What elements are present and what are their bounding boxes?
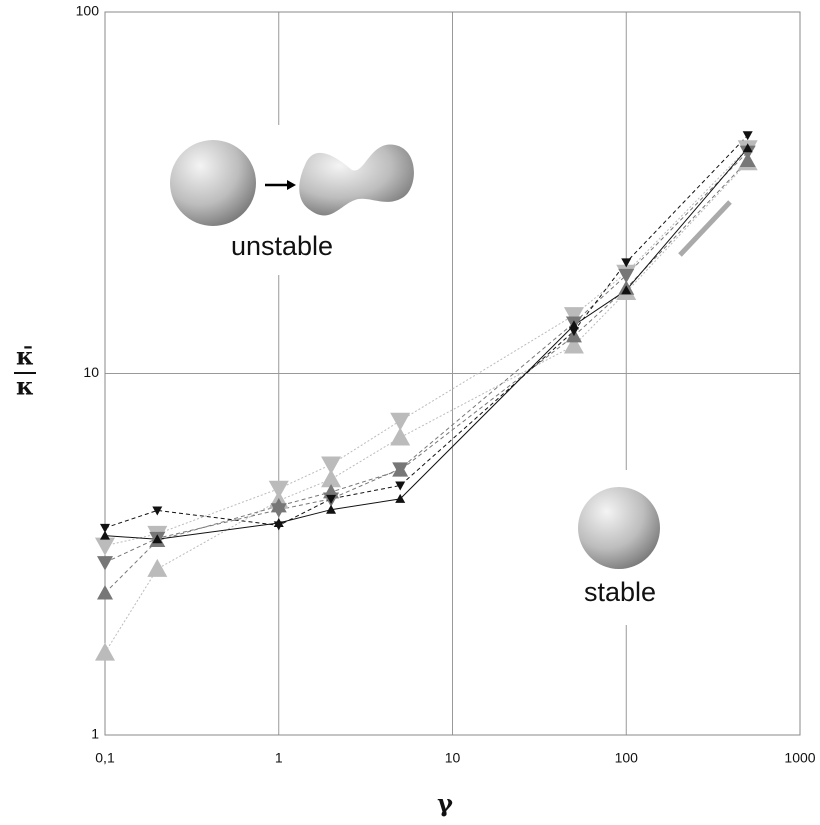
marker	[395, 493, 406, 503]
marker	[273, 517, 284, 527]
annotation: stable	[584, 577, 656, 607]
marker	[392, 462, 409, 477]
marker	[147, 558, 168, 577]
series-line	[104, 134, 749, 529]
y-tick-label: 10	[83, 364, 99, 380]
series-line	[104, 147, 749, 547]
x-axis-label: γ	[437, 789, 453, 818]
y-tick-label: 1	[91, 726, 99, 742]
y-axis-label-denominator: κ	[16, 372, 34, 401]
slope-indicator	[678, 200, 732, 257]
marker	[618, 268, 635, 284]
y-axis-label-numerator: κ̄	[16, 342, 34, 371]
marker	[739, 145, 756, 160]
marker	[152, 534, 163, 544]
plot-frame	[104, 11, 801, 736]
annotation: unstable	[231, 231, 333, 261]
marker	[268, 480, 289, 499]
marker	[621, 258, 632, 268]
marker	[326, 504, 337, 514]
marker	[100, 523, 110, 533]
marker	[395, 481, 406, 491]
dumbbell-icon	[299, 144, 414, 216]
sphere-icon	[170, 140, 256, 226]
grid	[104, 11, 801, 736]
marker	[100, 530, 110, 540]
marker	[270, 503, 287, 518]
marker	[321, 456, 342, 475]
marker	[563, 335, 584, 354]
x-tick-label: 1000	[784, 750, 815, 766]
marker	[95, 642, 115, 661]
marker	[321, 469, 342, 488]
y-tick-label: 100	[76, 3, 100, 19]
marker	[621, 285, 632, 295]
marker	[95, 537, 115, 556]
series-line	[104, 151, 749, 563]
marker	[568, 327, 579, 337]
marker	[390, 412, 411, 431]
marker	[152, 506, 163, 516]
marker	[742, 131, 753, 141]
series-line	[104, 161, 749, 653]
marker	[568, 320, 579, 330]
sphere-icon	[578, 487, 660, 569]
marker	[97, 585, 113, 600]
marker	[563, 307, 584, 326]
x-tick-label: 0,1	[95, 750, 115, 766]
marker	[97, 556, 113, 571]
x-tick-label: 1	[275, 750, 283, 766]
marker	[390, 427, 411, 446]
marker	[742, 143, 753, 153]
arrow-head	[287, 180, 296, 190]
series-line	[104, 147, 749, 540]
x-tick-label: 100	[615, 750, 639, 766]
marker	[326, 494, 337, 504]
x-tick-label: 10	[445, 750, 461, 766]
